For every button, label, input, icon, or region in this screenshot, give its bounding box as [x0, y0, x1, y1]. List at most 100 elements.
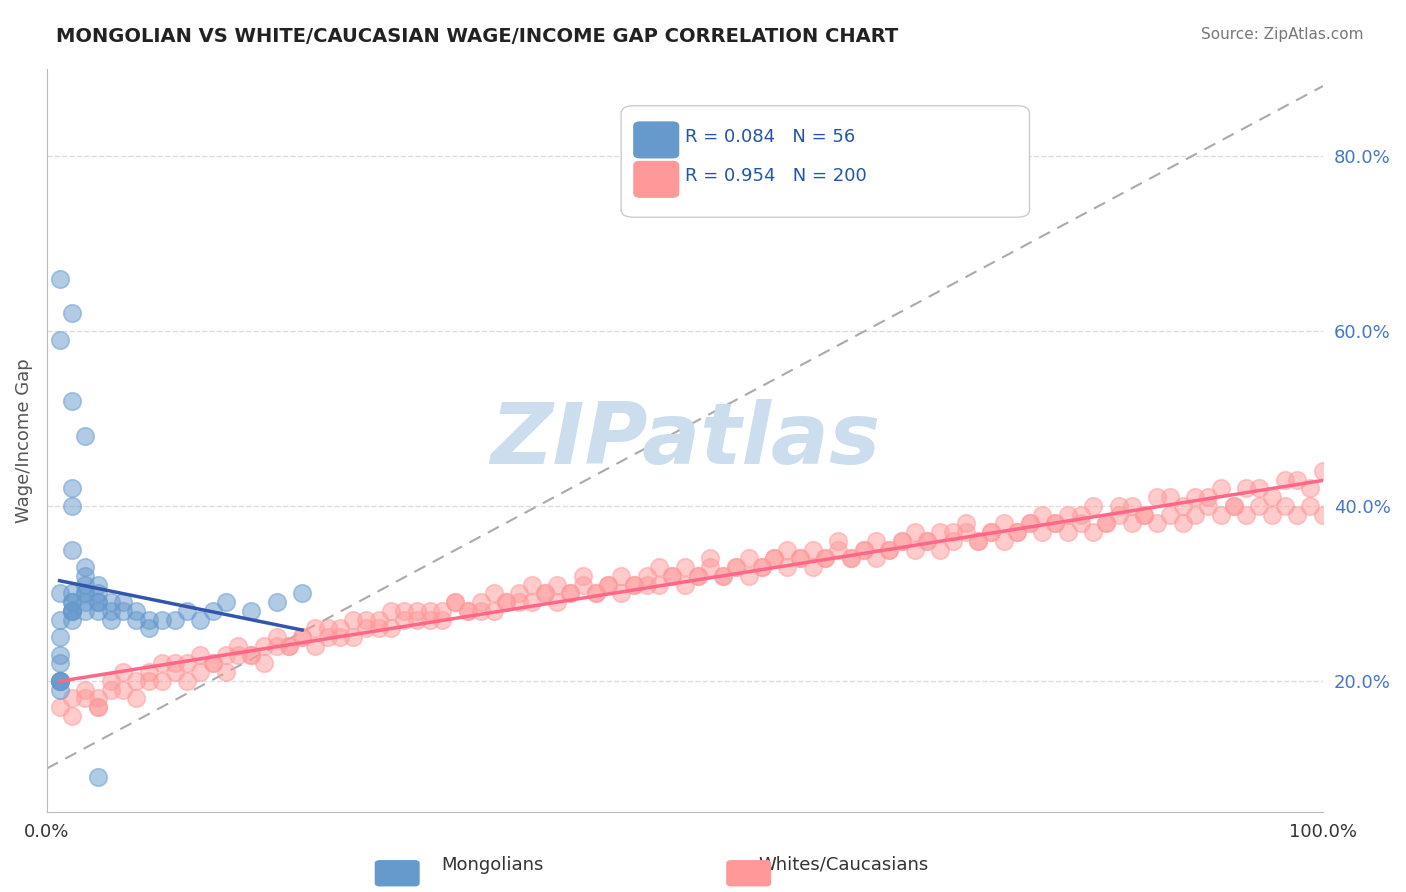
Point [87, 586, 110, 600]
Point [112, 604, 135, 618]
Point [75, 429, 97, 443]
Point [1018, 516, 1040, 531]
Point [112, 682, 135, 697]
Point [188, 613, 211, 627]
Text: Whites/Caucasians: Whites/Caucasians [758, 855, 929, 873]
Point [598, 578, 620, 592]
Point [163, 657, 186, 671]
Point [112, 665, 135, 680]
Point [48, 673, 70, 688]
Point [62, 604, 84, 618]
Point [711, 569, 734, 583]
Point [686, 569, 709, 583]
Point [100, 682, 122, 697]
Point [738, 569, 761, 583]
Point [1249, 482, 1271, 496]
Point [890, 533, 912, 548]
Point [648, 560, 671, 574]
Point [1222, 499, 1244, 513]
Point [980, 525, 1002, 540]
Point [291, 586, 314, 600]
Point [176, 604, 198, 618]
Point [75, 604, 97, 618]
Point [1056, 508, 1078, 522]
Point [598, 578, 620, 592]
Point [87, 595, 110, 609]
Point [48, 673, 70, 688]
Point [100, 673, 122, 688]
Point [100, 604, 122, 618]
Point [865, 551, 887, 566]
Point [62, 604, 84, 618]
Point [150, 657, 173, 671]
Text: R = 0.084   N = 56: R = 0.084 N = 56 [685, 128, 855, 146]
Point [495, 595, 517, 609]
Point [699, 560, 721, 574]
Point [1299, 499, 1322, 513]
Point [87, 770, 110, 784]
Point [240, 604, 263, 618]
Point [87, 595, 110, 609]
Point [470, 595, 492, 609]
Point [48, 271, 70, 285]
Point [1043, 516, 1066, 531]
Point [572, 569, 595, 583]
Point [1056, 525, 1078, 540]
Point [839, 551, 862, 566]
Point [367, 622, 389, 636]
Point [980, 525, 1002, 540]
Point [419, 604, 441, 618]
Point [253, 657, 276, 671]
Point [354, 613, 377, 627]
Point [48, 700, 70, 714]
Point [636, 578, 658, 592]
Point [1043, 516, 1066, 531]
Point [87, 700, 110, 714]
Point [432, 613, 454, 627]
Point [125, 673, 148, 688]
Point [724, 560, 747, 574]
Text: ZIPatlas: ZIPatlas [489, 399, 880, 482]
Point [125, 691, 148, 706]
Point [100, 613, 122, 627]
Point [904, 525, 927, 540]
Point [1312, 508, 1334, 522]
Point [789, 551, 811, 566]
Point [699, 551, 721, 566]
Point [176, 657, 198, 671]
Point [125, 613, 148, 627]
Point [1209, 482, 1232, 496]
Point [1222, 499, 1244, 513]
Point [201, 657, 224, 671]
Point [62, 482, 84, 496]
Point [380, 604, 402, 618]
Point [138, 673, 160, 688]
Point [354, 622, 377, 636]
Point [967, 533, 990, 548]
Point [291, 630, 314, 644]
Point [751, 560, 773, 574]
Point [75, 586, 97, 600]
Point [610, 586, 633, 600]
Point [150, 673, 173, 688]
Point [738, 551, 761, 566]
Point [827, 533, 849, 548]
Point [1031, 508, 1053, 522]
Point [1209, 508, 1232, 522]
Point [419, 613, 441, 627]
Point [673, 578, 696, 592]
Point [138, 665, 160, 680]
Point [482, 586, 505, 600]
Point [1133, 508, 1156, 522]
Point [533, 586, 555, 600]
Point [226, 639, 249, 653]
Point [87, 578, 110, 592]
Point [711, 569, 734, 583]
Point [877, 542, 900, 557]
Point [48, 333, 70, 347]
Point [214, 648, 236, 662]
Point [1121, 499, 1143, 513]
Point [367, 613, 389, 627]
Point [839, 551, 862, 566]
Point [138, 622, 160, 636]
